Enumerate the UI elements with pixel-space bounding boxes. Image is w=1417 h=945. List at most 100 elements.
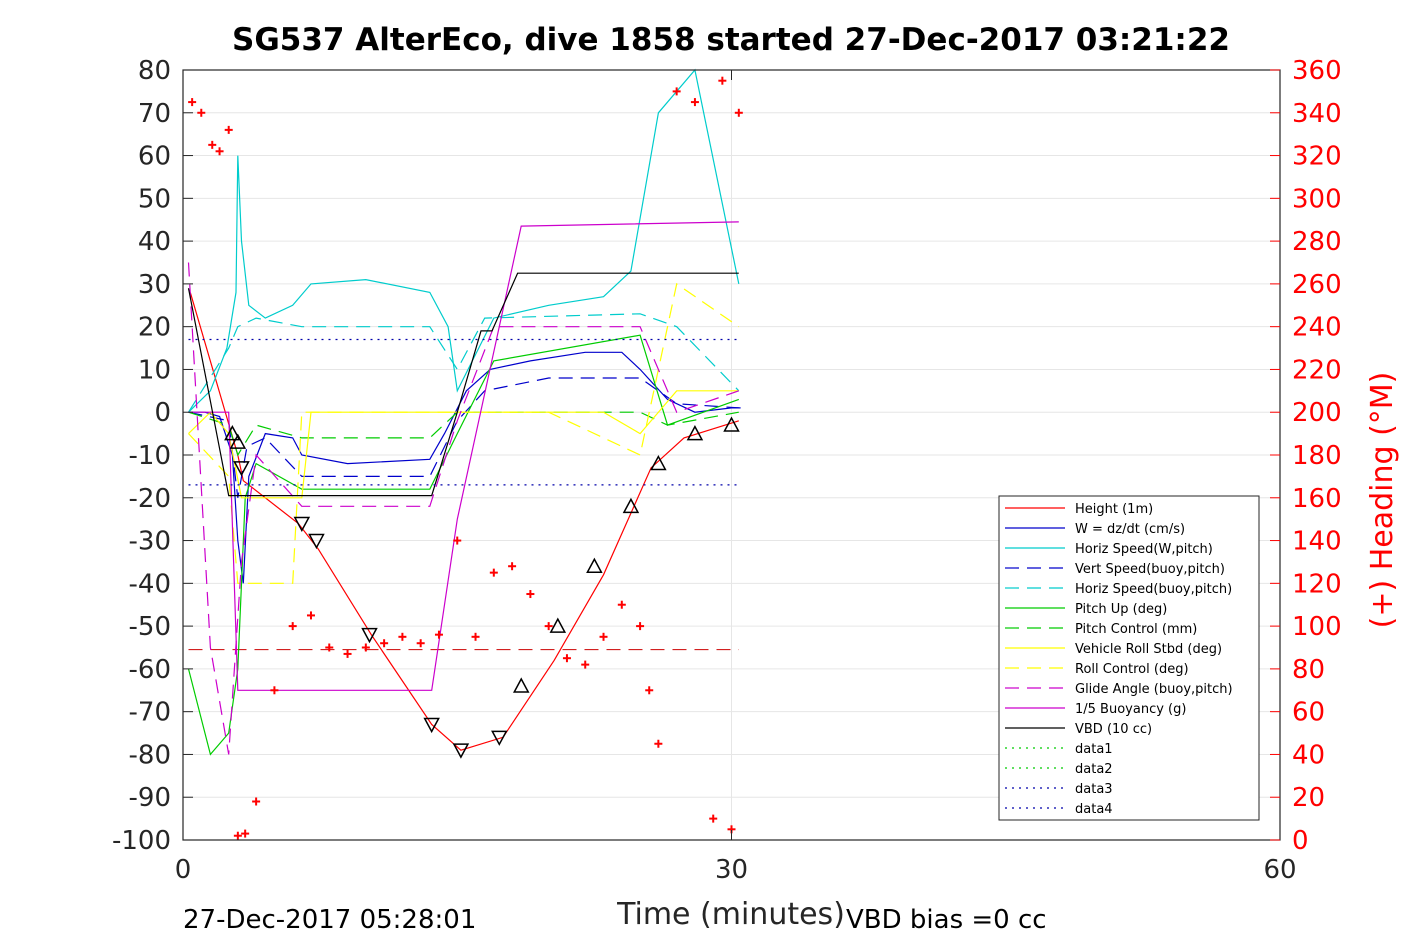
legend-label: data3 (1075, 782, 1113, 797)
y-tick-label-right: 180 (1292, 441, 1342, 471)
legend-item: Roll Control (deg) (1005, 662, 1189, 677)
series-line (188, 377, 739, 498)
y-tick-label-right: 340 (1292, 99, 1342, 129)
y-tick-label-left: -70 (129, 698, 171, 728)
y-tick-label-right: 360 (1292, 56, 1342, 86)
legend-item: data4 (1005, 802, 1113, 817)
series-line (187, 272, 739, 497)
x-axis-label: Time (minutes) (616, 897, 845, 932)
heading-point (526, 590, 535, 599)
legend-label: Horiz Speed(W,pitch) (1075, 542, 1213, 557)
heading-point (241, 829, 250, 838)
legend-item: Pitch Up (deg) (1005, 602, 1167, 617)
heading-point (398, 632, 407, 641)
x-tick-label: 30 (715, 855, 748, 885)
legend-label: data4 (1075, 802, 1113, 817)
legend-label: Pitch Up (deg) (1075, 602, 1167, 617)
x-tick-label: 0 (175, 855, 192, 885)
heading-point (599, 632, 608, 641)
series-line (189, 292, 739, 751)
x-tick-label: 60 (1263, 855, 1296, 885)
legend-item: Glide Angle (buoy,pitch) (1005, 682, 1233, 697)
legend-item: data2 (1005, 762, 1113, 777)
heading-point (508, 562, 517, 571)
heading-point (380, 639, 389, 648)
heading-point (416, 639, 425, 648)
y-tick-label-left: -60 (129, 655, 171, 685)
heading-point (224, 125, 233, 134)
series-line (188, 221, 739, 691)
legend-item: data3 (1005, 782, 1113, 797)
series-line (187, 334, 740, 756)
legend-label: W = dz/dt (cm/s) (1075, 522, 1185, 537)
climb-marker (622, 497, 640, 514)
y-tick-label-right: 120 (1292, 569, 1342, 599)
legend-label: data2 (1075, 762, 1113, 777)
series-line (188, 411, 739, 457)
y-tick-label-right: 280 (1292, 227, 1342, 257)
legend-label: Pitch Control (mm) (1075, 622, 1197, 637)
heading-point (690, 98, 699, 107)
y-tick-label-right: 200 (1292, 398, 1342, 428)
heading-point (306, 611, 315, 620)
legend-item: Height (1m) (1005, 502, 1153, 517)
heading-point (562, 654, 571, 663)
series-line (188, 68, 740, 413)
y-tick-label-right: 300 (1292, 184, 1342, 214)
y-tick-label-left: 10 (138, 355, 171, 385)
heading-point (471, 632, 480, 641)
dive-marker (308, 533, 325, 550)
heading-point (672, 87, 681, 96)
legend-label: Vert Speed(buoy,pitch) (1075, 562, 1225, 577)
legend-item: W = dz/dt (cm/s) (1005, 522, 1185, 537)
legend-label: 1/5 Buoyancy (g) (1075, 702, 1186, 717)
y-tick-label-left: -30 (129, 527, 171, 557)
climb-marker (586, 557, 603, 573)
series-line (188, 282, 740, 584)
heading-point (645, 686, 654, 695)
dive-marker (491, 730, 508, 746)
y-tick-label-right: 220 (1292, 355, 1342, 385)
heading-point (654, 739, 663, 748)
legend-label: VBD (10 cc) (1075, 722, 1152, 737)
legend-item: VBD (10 cc) (1005, 722, 1152, 737)
heading-point (197, 108, 206, 117)
legend: Height (1m) W = dz/dt (cm/s) Horiz Speed(W… (998, 495, 1260, 821)
y-tick-label-right: 260 (1292, 270, 1342, 300)
right-axis-label: (+) Heading (°M) (1365, 372, 1400, 629)
y-tick-label-right: 100 (1292, 612, 1342, 642)
y-tick-label-right: 140 (1292, 527, 1342, 557)
heading-point (718, 76, 727, 85)
heading-point (188, 98, 197, 107)
y-tick-label-left: -10 (129, 441, 171, 471)
heading-point (434, 630, 443, 639)
legend-label: Glide Angle (buoy,pitch) (1075, 682, 1233, 697)
y-tick-label-left: -50 (129, 612, 171, 642)
heading-point (270, 686, 279, 695)
y-tick-label-right: 40 (1292, 740, 1325, 770)
y-tick-label-right: 80 (1292, 655, 1325, 685)
y-tick-label-left: 50 (138, 184, 171, 214)
series-line (188, 390, 739, 499)
dive-marker (452, 743, 470, 759)
legend-item: 1/5 Buoyancy (g) (1005, 702, 1186, 717)
y-tick-label-right: 20 (1292, 783, 1325, 813)
heading-point (233, 831, 242, 840)
chart-title: SG537 AlterEco, dive 1858 started 27-Dec… (232, 22, 1230, 58)
axis-ticks: 0 30 6080706050403020100-10-20-30-40-50-60… (112, 56, 1342, 885)
climb-marker (549, 617, 567, 633)
series-line (188, 351, 741, 584)
dive-marker (361, 627, 378, 644)
legend-label: Vehicle Roll Stbd (deg) (1075, 642, 1222, 657)
legend-label: data1 (1075, 742, 1113, 757)
y-tick-label-left: 0 (154, 398, 171, 428)
heading-point (544, 622, 553, 631)
y-tick-label-left: -80 (129, 740, 171, 770)
legend-item: Pitch Control (mm) (1005, 622, 1197, 637)
legend-item: Vehicle Roll Stbd (deg) (1005, 642, 1222, 657)
climb-marker (686, 425, 704, 441)
heading-point (636, 622, 645, 631)
y-tick-label-right: 60 (1292, 698, 1325, 728)
y-tick-label-left: -20 (129, 484, 171, 514)
